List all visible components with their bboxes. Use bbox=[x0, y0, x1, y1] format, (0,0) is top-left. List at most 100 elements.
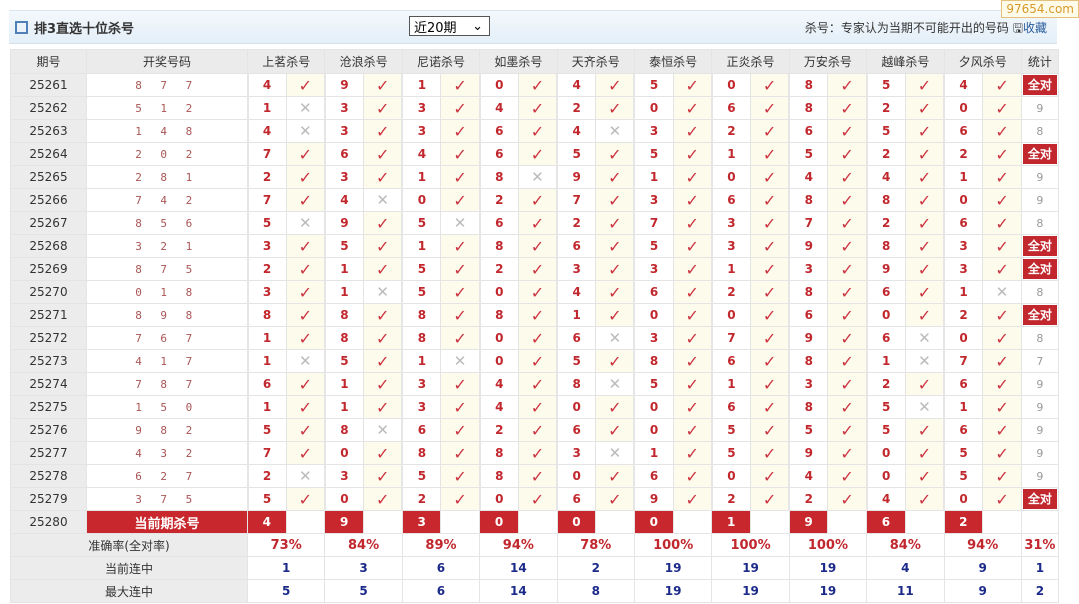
favorite-link[interactable]: 收藏 bbox=[1022, 21, 1047, 35]
result-cell: ✓ bbox=[982, 326, 1022, 350]
result-cell: ✓ bbox=[363, 326, 403, 350]
kill-number: 4 bbox=[478, 395, 519, 419]
col-expert: 沧浪杀号 bbox=[324, 49, 403, 74]
summary-value: 94% bbox=[479, 533, 558, 557]
stat-cell: 全对 bbox=[1020, 73, 1059, 97]
issue-cell: 25277 bbox=[10, 441, 87, 465]
result-cell: ✓ bbox=[285, 372, 326, 396]
check-icon: ✓ bbox=[685, 190, 699, 210]
check-icon: ✓ bbox=[530, 328, 545, 348]
all-correct-badge: 全对 bbox=[1022, 236, 1057, 256]
kill-number: 6 bbox=[246, 372, 287, 396]
summary-value: 2 bbox=[556, 556, 635, 580]
kill-number: 8 bbox=[478, 464, 519, 488]
kill-number: 8 bbox=[478, 234, 519, 258]
draw-number: 6 2 7 bbox=[86, 464, 248, 488]
current-kill-number: 0 bbox=[479, 510, 519, 534]
summary-stat: 2 bbox=[1020, 579, 1059, 603]
result-cell: ✓ bbox=[672, 349, 713, 373]
result-cell: ✓ bbox=[517, 303, 558, 327]
result-cell: ✕ bbox=[517, 165, 558, 189]
result-cell: ✕ bbox=[285, 119, 326, 143]
kill-number: 3 bbox=[323, 119, 365, 143]
check-icon: ✓ bbox=[530, 420, 545, 440]
result-cell: ✓ bbox=[982, 303, 1022, 327]
kill-number: 6 bbox=[710, 349, 752, 373]
period-select[interactable]: 近20期 ⌄ bbox=[409, 16, 490, 36]
table-row: 25264 2 0 2 7 ✓ 6 ✓ 4 ✓ 6 ✓ 5 ✓ 5 ✓ 1 ✓ 5 ✓ 2 ✓ 2 ✓ 全对 bbox=[10, 142, 1059, 166]
table-row: 25276 9 8 2 5 ✓ 8 ✕ 6 ✓ 2 ✓ 6 ✓ 0 ✓ 5 ✓ 5 ✓ 5 ✓ 6 ✓ 9 bbox=[10, 418, 1059, 442]
kill-number: 2 bbox=[865, 372, 906, 396]
check-icon: ✓ bbox=[762, 351, 777, 371]
current-kill-number: 4 bbox=[247, 510, 287, 534]
empty-cell bbox=[440, 510, 481, 534]
kill-number: 6 bbox=[478, 142, 519, 166]
check-icon: ✓ bbox=[840, 489, 854, 509]
kill-number: 0 bbox=[710, 165, 752, 189]
kill-number: 5 bbox=[246, 211, 287, 235]
kill-number: 2 bbox=[710, 487, 752, 511]
check-icon: ✓ bbox=[608, 213, 622, 233]
result-cell: ✓ bbox=[827, 142, 868, 166]
current-kill-number: 2 bbox=[943, 510, 984, 534]
kill-number: 0 bbox=[943, 326, 984, 350]
result-cell: ✓ bbox=[827, 234, 868, 258]
result-cell: ✓ bbox=[982, 395, 1022, 419]
kill-number: 5 bbox=[710, 418, 752, 442]
check-icon: ✓ bbox=[995, 351, 1009, 371]
stat-cell: 8 bbox=[1020, 211, 1059, 235]
check-icon: ✓ bbox=[453, 374, 467, 394]
kill-number: 6 bbox=[943, 119, 984, 143]
summary-row: 当前连中 1 3 6 14 2 19 19 19 4 9 1 bbox=[10, 556, 1059, 580]
check-icon: ✓ bbox=[995, 190, 1009, 210]
result-cell: ✓ bbox=[750, 487, 790, 511]
empty-cell bbox=[982, 510, 1022, 534]
result-cell: ✓ bbox=[285, 303, 326, 327]
check-icon: ✓ bbox=[917, 305, 932, 325]
result-cell: ✓ bbox=[904, 303, 945, 327]
check-icon: ✓ bbox=[995, 236, 1009, 256]
result-cell: ✓ bbox=[363, 73, 403, 97]
current-row: 25280 当前期杀号 4 9 3 0 0 0 1 9 6 2 bbox=[10, 510, 1059, 534]
kill-number: 8 bbox=[788, 349, 829, 373]
check-icon: ✓ bbox=[685, 351, 699, 371]
result-cell: ✓ bbox=[595, 487, 635, 511]
kill-number: 3 bbox=[556, 441, 597, 465]
header-bar: 排3直选十位杀号 近20期 ⌄ 杀号：专家认为当期不可能开出的号码 🖫收藏 bbox=[9, 10, 1057, 44]
kill-number: 1 bbox=[323, 257, 365, 281]
kill-number: 6 bbox=[478, 211, 519, 235]
result-cell: ✓ bbox=[827, 211, 868, 235]
check-icon: ✓ bbox=[995, 466, 1009, 486]
check-icon: ✓ bbox=[453, 328, 467, 348]
kill-number: 0 bbox=[478, 349, 519, 373]
check-icon: ✓ bbox=[453, 236, 467, 256]
kill-number: 4 bbox=[323, 188, 365, 212]
kill-number: 6 bbox=[633, 280, 674, 304]
kill-number: 1 bbox=[246, 349, 287, 373]
kill-number: 8 bbox=[246, 303, 287, 327]
summary-row: 最大连中 5 5 6 14 8 19 19 19 11 9 2 bbox=[10, 579, 1059, 603]
check-icon: ✓ bbox=[995, 121, 1009, 141]
kill-number: 0 bbox=[865, 303, 906, 327]
check-icon: ✓ bbox=[840, 466, 854, 486]
result-cell: ✓ bbox=[827, 303, 868, 327]
check-icon: ✓ bbox=[298, 282, 312, 302]
cross-icon: ✕ bbox=[299, 467, 312, 485]
stat-cell: 8 bbox=[1020, 326, 1059, 350]
draw-number: 5 1 2 bbox=[86, 96, 248, 120]
kill-number: 4 bbox=[478, 372, 519, 396]
kill-number: 9 bbox=[865, 257, 906, 281]
kill-number: 3 bbox=[943, 234, 984, 258]
current-kill-number: 9 bbox=[788, 510, 829, 534]
kill-number: 7 bbox=[246, 188, 287, 212]
check-icon: ✓ bbox=[917, 213, 932, 233]
empty-cell bbox=[595, 510, 635, 534]
result-cell: ✓ bbox=[440, 73, 481, 97]
check-icon: ✓ bbox=[685, 121, 699, 141]
kill-number: 5 bbox=[943, 441, 984, 465]
result-cell: ✓ bbox=[904, 142, 945, 166]
result-cell: ✓ bbox=[750, 372, 790, 396]
check-icon: ✓ bbox=[685, 489, 699, 509]
result-cell: ✓ bbox=[904, 165, 945, 189]
check-icon: ✓ bbox=[685, 144, 699, 164]
